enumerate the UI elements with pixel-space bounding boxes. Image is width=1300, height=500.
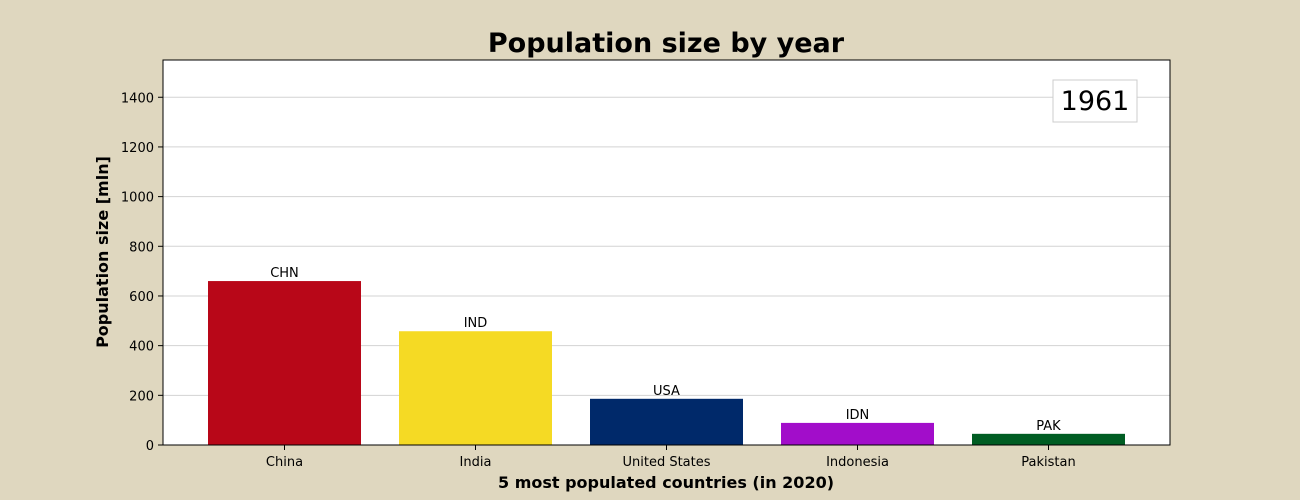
y-tick-label: 0 (146, 439, 154, 454)
bar-labels: CHN IND USA IDN PAK (270, 266, 1061, 434)
bars (208, 281, 1125, 445)
bar-label: USA (653, 384, 680, 399)
year-box (1052, 79, 1138, 123)
y-tick-label: 1000 (121, 191, 154, 206)
x-axis-ticks: China India United States Indonesia Pakistan (266, 445, 1076, 470)
year-label: 1961 (1061, 86, 1130, 117)
y-tick-label: 400 (129, 340, 154, 355)
y-tick-label: 1200 (121, 141, 154, 156)
x-tick-label: Indonesia (826, 455, 889, 470)
y-tick-label: 1400 (121, 91, 154, 106)
y-tick-label: 600 (129, 290, 154, 305)
x-tick-label: Pakistan (1021, 455, 1075, 470)
x-tick-label: United States (622, 455, 710, 470)
bar-label: CHN (270, 266, 299, 281)
bar-indonesia (781, 422, 934, 445)
bar-pakistan (972, 433, 1125, 445)
y-tick-label: 800 (129, 240, 154, 255)
x-tick-label: India (460, 455, 492, 470)
x-tick-label: China (266, 455, 303, 470)
bar-label: IND (464, 316, 488, 331)
bar-china (208, 281, 361, 445)
y-axis-ticks: 0 200 400 600 800 1000 1200 1400 (121, 91, 163, 454)
y-axis-label: Population size [mln] (93, 156, 112, 348)
chart-title: Population size by year (488, 28, 845, 59)
bar-label: IDN (846, 408, 870, 423)
bar-united-states (590, 398, 743, 445)
y-tick-label: 200 (129, 389, 154, 404)
bar-india (399, 331, 552, 445)
x-axis-label: 5 most populated countries (in 2020) (498, 473, 834, 492)
bar-label: PAK (1036, 419, 1061, 434)
